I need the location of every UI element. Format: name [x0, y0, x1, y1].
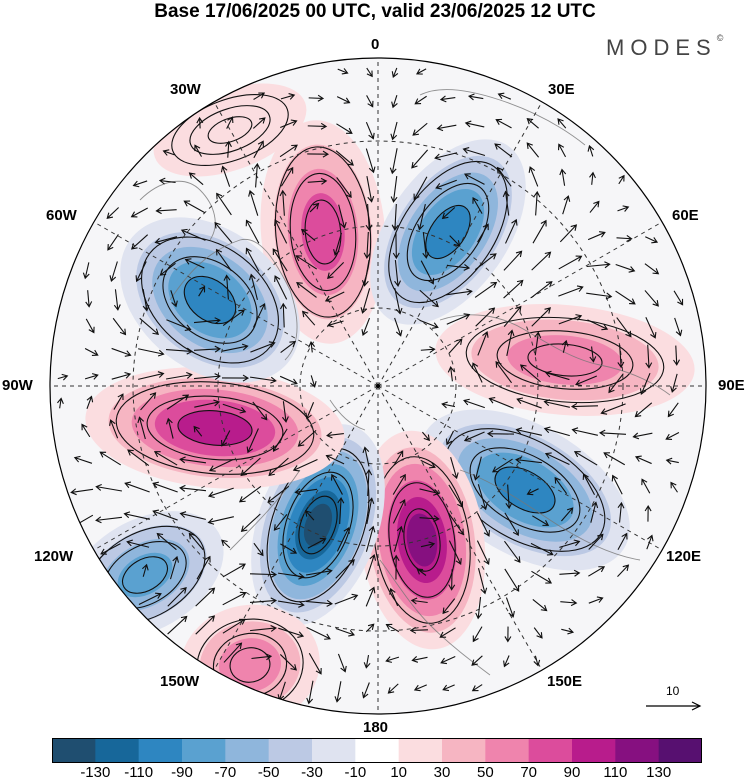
anomaly-pos-100w [85, 367, 345, 489]
colorbar-tick-label: 70 [520, 764, 537, 781]
anomaly-pos-0-north [260, 120, 386, 344]
lon-label-0: 0 [371, 36, 380, 53]
colorbar-swatch [485, 738, 530, 763]
lon-label-60e: 60E [672, 207, 699, 224]
colorbar-swatch [182, 738, 226, 763]
colorbar-tick-label: -30 [301, 764, 323, 781]
colorbar-tick-label: -70 [214, 764, 237, 781]
colorbar-swatch [355, 738, 400, 763]
colorbar-swatch [268, 738, 313, 763]
lon-label-30e: 30E [548, 81, 575, 98]
colorbar-tick-label: -90 [171, 764, 193, 781]
colorbar-swatch [52, 738, 96, 763]
colorbar-tick-label: 10 [390, 764, 407, 781]
brand-text: MODES [606, 35, 717, 60]
lon-label-90e: 90E [718, 377, 745, 394]
modes-brand: MODES© [606, 33, 724, 61]
lon-label-120w: 120W [34, 548, 74, 565]
map-title: Base 17/06/2025 00 UTC, valid 23/06/2025… [154, 1, 596, 22]
anomaly-pos-170e [358, 430, 486, 650]
colorbar-tick-label: 50 [476, 764, 494, 781]
lon-label-60w: 60W [46, 207, 77, 224]
lon-label-30w: 30W [170, 81, 201, 98]
colorbar-swatch [95, 738, 140, 763]
colorbar-tick-label: 110 [603, 764, 628, 781]
vector-scale-label: 10 [666, 684, 680, 698]
lon-label-120e: 120E [666, 548, 702, 565]
copyright-mark: © [716, 33, 724, 43]
colorbar-tick-label: -50 [257, 764, 280, 781]
colorbar-swatch [312, 738, 356, 763]
colorbar [52, 738, 703, 763]
colorbar-tick-label: 90 [563, 764, 581, 781]
colorbar-tick-label: -10 [344, 764, 367, 781]
lon-label-150e: 150E [547, 673, 583, 690]
colorbar-swatch [572, 738, 616, 763]
north-pole-dot [376, 384, 380, 388]
colorbar-swatch [398, 738, 443, 763]
lon-label-90w: 90W [2, 377, 33, 394]
colorbar-tick-label: -110 [124, 764, 154, 781]
map-boundary [49, 57, 707, 715]
colorbar-swatch [658, 738, 703, 763]
colorbar-tick-label: 30 [433, 764, 451, 781]
colorbar-tick-label: 130 [646, 764, 672, 781]
lon-label-180: 180 [363, 719, 389, 736]
colorbar-tick-label: -130 [80, 764, 111, 781]
lon-label-150w: 150W [160, 673, 200, 690]
colorbar-swatch [225, 738, 270, 763]
wind-vectors [57, 67, 684, 705]
colorbar-swatch [528, 738, 573, 763]
colorbar-swatch [615, 738, 660, 763]
vector-scale-arrow [646, 701, 702, 711]
colorbar-swatches [52, 738, 703, 763]
anomaly-neg-60w [120, 217, 300, 383]
colorbar-swatch [138, 738, 183, 763]
colorbar-swatch [442, 738, 486, 763]
